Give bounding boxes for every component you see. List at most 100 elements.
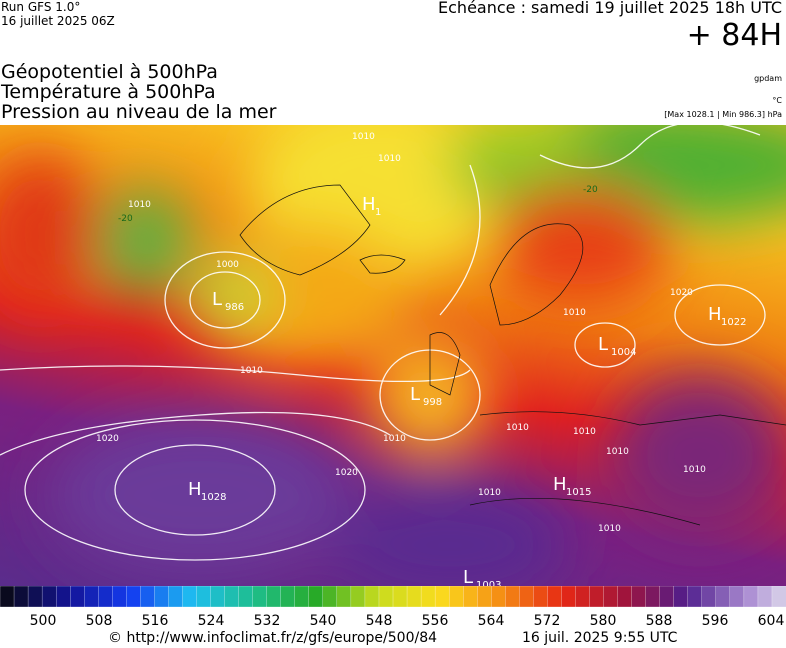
colorbar-swatch bbox=[757, 586, 773, 608]
colorbar-swatch bbox=[112, 586, 127, 608]
pressure-letter: L bbox=[410, 384, 420, 405]
pressure-letter: L bbox=[212, 289, 222, 310]
field: Géopotentiel à 500hPa bbox=[1, 61, 218, 83]
isoline-label: 1010 bbox=[378, 154, 401, 164]
colorbar-swatch bbox=[280, 586, 296, 608]
isoline-label: 1010 bbox=[606, 447, 629, 457]
lead-time: + 84H bbox=[686, 18, 782, 53]
colorbar-swatch bbox=[238, 586, 254, 608]
pressure-value: 1015 bbox=[566, 487, 591, 498]
colorbar-swatch bbox=[196, 586, 212, 608]
colorbar-swatch bbox=[98, 586, 113, 608]
colorbar-swatch bbox=[477, 586, 492, 608]
field: Pression au niveau de la mer bbox=[1, 101, 277, 123]
colorbar-swatch bbox=[126, 586, 142, 608]
colorbar-swatch bbox=[252, 586, 268, 608]
run: Run GFS 1.0° bbox=[1, 0, 81, 14]
pressure-value: 1028 bbox=[201, 492, 226, 503]
colorbar-swatch bbox=[27, 586, 43, 608]
colorbar-swatch bbox=[70, 586, 85, 608]
colorbar-label: 516 bbox=[142, 613, 169, 629]
colorbar-swatch bbox=[575, 586, 591, 608]
colorbar-swatch bbox=[182, 586, 198, 608]
colorbar: 500 508 516 524 532 540 548 556 564 572 580 588 596 6… bbox=[0, 586, 786, 629]
colorbar-swatch bbox=[673, 586, 689, 608]
isoline-label: 1010 bbox=[683, 465, 706, 475]
pressure-value: 1004 bbox=[611, 347, 636, 358]
colorbar-swatch bbox=[266, 586, 282, 608]
colorbar-swatch bbox=[84, 586, 99, 608]
pressure-letter: H bbox=[362, 194, 376, 215]
colorbar-label: 604 bbox=[758, 613, 785, 629]
isoline-label: 1020 bbox=[335, 468, 358, 478]
colorbar-swatch bbox=[547, 586, 563, 608]
colorbar-swatch bbox=[771, 586, 786, 608]
colorbar-swatch bbox=[350, 586, 366, 608]
pressure-value: 1003 bbox=[476, 580, 501, 586]
colorbar-label: 524 bbox=[198, 613, 225, 629]
colorbar-swatch bbox=[420, 586, 436, 608]
colorbar-label: 572 bbox=[534, 613, 561, 629]
colorbar-swatch bbox=[617, 586, 633, 608]
pressure-value: 1022 bbox=[721, 317, 746, 328]
colorbar-swatch bbox=[154, 586, 170, 608]
colorbar-swatch bbox=[603, 586, 619, 608]
colorbar-label: 508 bbox=[86, 613, 113, 629]
isoline-label: 1010 bbox=[478, 488, 501, 498]
field: Température à 500hPa bbox=[1, 81, 216, 103]
colorbar-swatch bbox=[434, 586, 450, 608]
colorbar-swatch bbox=[168, 586, 184, 608]
pressure-letter: H bbox=[708, 304, 722, 325]
isoline-label: 1020 bbox=[670, 288, 693, 298]
isoline-label: 1010 bbox=[506, 423, 529, 433]
colorbar-label: 532 bbox=[254, 613, 281, 629]
isoline-label: 1010 bbox=[240, 366, 263, 376]
colorbar-swatch bbox=[55, 586, 71, 608]
colorbar-label: 540 bbox=[310, 613, 337, 629]
pressure-letter: L bbox=[463, 567, 473, 586]
colorbar-swatch bbox=[322, 586, 338, 608]
colorbar-swatch bbox=[13, 586, 29, 608]
colorbar-swatch bbox=[743, 586, 759, 608]
colorbar-swatch bbox=[294, 586, 310, 608]
colorbar-swatch bbox=[308, 586, 324, 608]
isoline-label: 1010 bbox=[383, 434, 406, 444]
pressure-letter: L bbox=[598, 334, 608, 355]
colorbar-label: 588 bbox=[646, 613, 673, 629]
isoline-label: 1010 bbox=[128, 200, 151, 210]
pressure-value: 1 bbox=[375, 207, 381, 218]
pressure-value: 998 bbox=[423, 397, 442, 408]
isoline-label: 1010 bbox=[352, 132, 375, 142]
isoline-label: 1010 bbox=[573, 427, 596, 437]
colorbar-swatch bbox=[224, 586, 240, 608]
colorbar-label: 564 bbox=[478, 613, 505, 629]
colorbar-swatch bbox=[519, 586, 535, 608]
timestamp: 16 juil. 2025 9:55 UTC bbox=[522, 630, 678, 646]
colorbar-swatch bbox=[505, 586, 520, 608]
colorbar-swatch bbox=[448, 586, 464, 608]
colorbar-swatch bbox=[364, 586, 380, 608]
colorbar-swatch bbox=[715, 586, 731, 608]
colorbar-swatch bbox=[729, 586, 745, 608]
colorbar-swatch bbox=[561, 586, 577, 608]
colorbar-swatch bbox=[392, 586, 408, 608]
isoline-label: 1010 bbox=[598, 524, 621, 534]
colorbar-swatch bbox=[645, 586, 661, 608]
isoline-label: 1010 bbox=[563, 308, 586, 318]
colorbar-swatch bbox=[463, 586, 478, 608]
colorbar-swatch bbox=[41, 586, 57, 608]
colorbar-label: 596 bbox=[702, 613, 729, 629]
isoline-label: -20 bbox=[118, 214, 133, 224]
isoline-label: -20 bbox=[583, 185, 598, 195]
pressure-letter: H bbox=[188, 479, 202, 500]
valid-time: Echéance : samedi 19 juillet 2025 18h UT… bbox=[438, 0, 782, 17]
isoline-label: 1020 bbox=[96, 434, 119, 444]
colorbar-label: 500 bbox=[30, 613, 57, 629]
unit: °C bbox=[772, 96, 782, 105]
colorbar-label: 548 bbox=[366, 613, 393, 629]
colorbar-swatch bbox=[631, 586, 647, 608]
pressure-value: 986 bbox=[225, 302, 244, 313]
colorbar-swatch bbox=[659, 586, 675, 608]
